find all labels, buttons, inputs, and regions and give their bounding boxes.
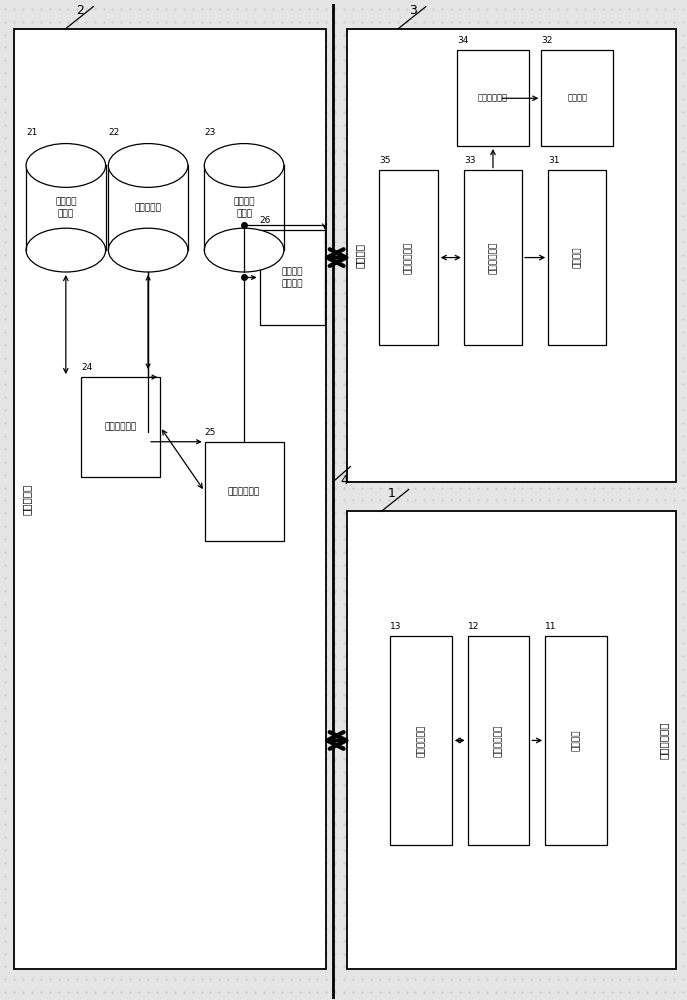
Ellipse shape xyxy=(204,228,284,272)
Text: 24: 24 xyxy=(81,363,93,372)
Text: 显示处理单元: 显示处理单元 xyxy=(478,94,508,103)
Bar xyxy=(109,165,188,250)
Text: 3: 3 xyxy=(409,4,416,17)
Text: 32: 32 xyxy=(541,36,552,45)
Text: 13: 13 xyxy=(390,622,402,631)
Text: 图像数据库: 图像数据库 xyxy=(135,203,161,212)
FancyBboxPatch shape xyxy=(347,29,676,482)
FancyBboxPatch shape xyxy=(347,511,676,969)
Ellipse shape xyxy=(204,144,284,187)
Text: 11: 11 xyxy=(545,622,556,631)
Text: 33: 33 xyxy=(464,156,475,165)
FancyBboxPatch shape xyxy=(379,170,438,345)
Text: 管理服务器: 管理服务器 xyxy=(22,483,32,515)
Text: 分析处理单元: 分析处理单元 xyxy=(488,241,497,274)
FancyBboxPatch shape xyxy=(205,442,284,541)
Text: 输入单元: 输入单元 xyxy=(573,247,582,268)
FancyBboxPatch shape xyxy=(548,170,607,345)
Text: 31: 31 xyxy=(548,156,560,165)
Bar xyxy=(204,165,284,250)
Text: 存储处理单元: 存储处理单元 xyxy=(104,422,137,431)
FancyBboxPatch shape xyxy=(14,29,326,969)
Text: 成像单元: 成像单元 xyxy=(572,730,581,751)
Text: 显示单元: 显示单元 xyxy=(567,94,587,103)
Text: 外观检查装置: 外观检查装置 xyxy=(659,722,668,759)
Text: 22: 22 xyxy=(109,128,120,137)
Text: 检查结果
数据库: 检查结果 数据库 xyxy=(55,197,76,218)
Text: 检验终端: 检验终端 xyxy=(354,243,364,268)
Text: 1: 1 xyxy=(388,487,396,500)
FancyBboxPatch shape xyxy=(468,636,529,845)
FancyBboxPatch shape xyxy=(457,50,529,146)
Ellipse shape xyxy=(109,144,188,187)
FancyBboxPatch shape xyxy=(260,230,325,325)
Text: 34: 34 xyxy=(457,36,469,45)
Text: 25: 25 xyxy=(205,428,216,437)
Text: 通信处理单元: 通信处理单元 xyxy=(416,724,425,757)
Text: 12: 12 xyxy=(468,622,479,631)
Text: 26: 26 xyxy=(260,216,271,225)
Text: 面向终端
处理单元: 面向终端 处理单元 xyxy=(282,267,303,288)
Text: 35: 35 xyxy=(379,156,391,165)
Text: 通信处理单元: 通信处理单元 xyxy=(228,487,260,496)
Ellipse shape xyxy=(109,228,188,272)
Ellipse shape xyxy=(26,228,106,272)
FancyBboxPatch shape xyxy=(545,636,607,845)
Ellipse shape xyxy=(26,144,106,187)
Text: 21: 21 xyxy=(26,128,37,137)
FancyBboxPatch shape xyxy=(390,636,452,845)
FancyBboxPatch shape xyxy=(464,170,522,345)
FancyBboxPatch shape xyxy=(541,50,613,146)
Text: 通信处理单元: 通信处理单元 xyxy=(404,241,413,274)
Text: 检查执行单元: 检查执行单元 xyxy=(494,724,503,757)
Text: 2: 2 xyxy=(76,4,84,17)
Text: 检查标准
数据库: 检查标准 数据库 xyxy=(234,197,255,218)
Text: 4: 4 xyxy=(340,474,348,487)
Text: 23: 23 xyxy=(204,128,216,137)
FancyBboxPatch shape xyxy=(81,377,160,477)
Bar xyxy=(26,165,106,250)
